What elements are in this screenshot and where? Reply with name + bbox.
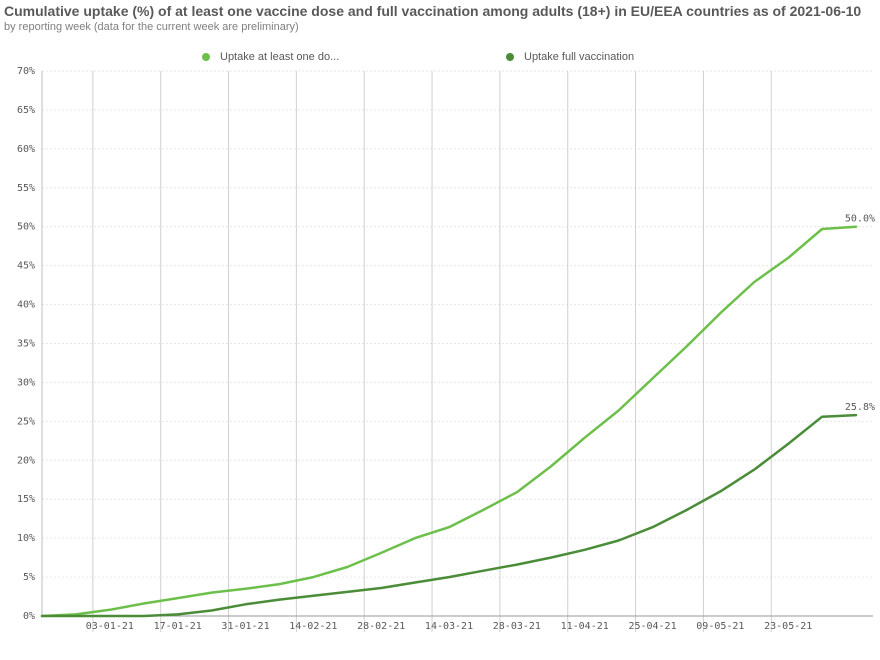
legend-item-full-vaccination[interactable]: Uptake full vaccination bbox=[506, 50, 634, 64]
chart-subtitle: by reporting week (data for the current … bbox=[4, 21, 299, 33]
y-tick-label: 70% bbox=[17, 66, 35, 77]
y-tick-label: 40% bbox=[17, 300, 35, 311]
x-tick-label: 03-01-21 bbox=[86, 621, 134, 632]
x-tick-label: 23-05-21 bbox=[764, 621, 812, 632]
y-tick-label: 15% bbox=[17, 494, 35, 505]
y-tick-label: 50% bbox=[17, 222, 35, 233]
x-tick-label: 28-02-21 bbox=[357, 621, 405, 632]
y-tick-label: 5% bbox=[23, 572, 35, 583]
x-tick-label: 11-04-21 bbox=[561, 621, 609, 632]
x-tick-label: 31-01-21 bbox=[221, 621, 269, 632]
chart-title: Cumulative uptake (%) of at least one va… bbox=[4, 3, 862, 19]
y-tick-label: 25% bbox=[17, 416, 35, 427]
y-tick-label: 30% bbox=[17, 377, 35, 388]
legend-item-first-dose[interactable]: Uptake at least one do... bbox=[202, 50, 339, 64]
y-tick-label: 65% bbox=[17, 105, 35, 116]
y-tick-label: 0% bbox=[23, 611, 35, 622]
legend-label-first-dose: Uptake at least one do... bbox=[220, 51, 340, 63]
legend-marker-full-vaccination bbox=[506, 53, 514, 61]
x-tick-label: 28-03-21 bbox=[493, 621, 541, 632]
end-value-label-0: 50.0% bbox=[845, 214, 875, 225]
y-tick-label: 45% bbox=[17, 261, 35, 272]
y-tick-label: 55% bbox=[17, 183, 35, 194]
y-tick-label: 20% bbox=[17, 455, 35, 466]
legend-marker-first-dose bbox=[202, 53, 210, 61]
end-value-label-1: 25.8% bbox=[845, 402, 875, 413]
legend-label-full-vaccination: Uptake full vaccination bbox=[524, 51, 635, 63]
x-tick-label: 09-05-21 bbox=[696, 621, 744, 632]
x-tick-label: 25-04-21 bbox=[628, 621, 676, 632]
y-tick-label: 35% bbox=[17, 339, 35, 350]
x-tick-label: 14-03-21 bbox=[425, 621, 473, 632]
series-line-1 bbox=[40, 413, 858, 618]
series-line-0 bbox=[40, 225, 858, 618]
y-tick-label: 60% bbox=[17, 144, 35, 155]
x-tick-label: 17-01-21 bbox=[154, 621, 202, 632]
x-tick-label: 14-02-21 bbox=[289, 621, 337, 632]
y-tick-label: 10% bbox=[17, 533, 35, 544]
